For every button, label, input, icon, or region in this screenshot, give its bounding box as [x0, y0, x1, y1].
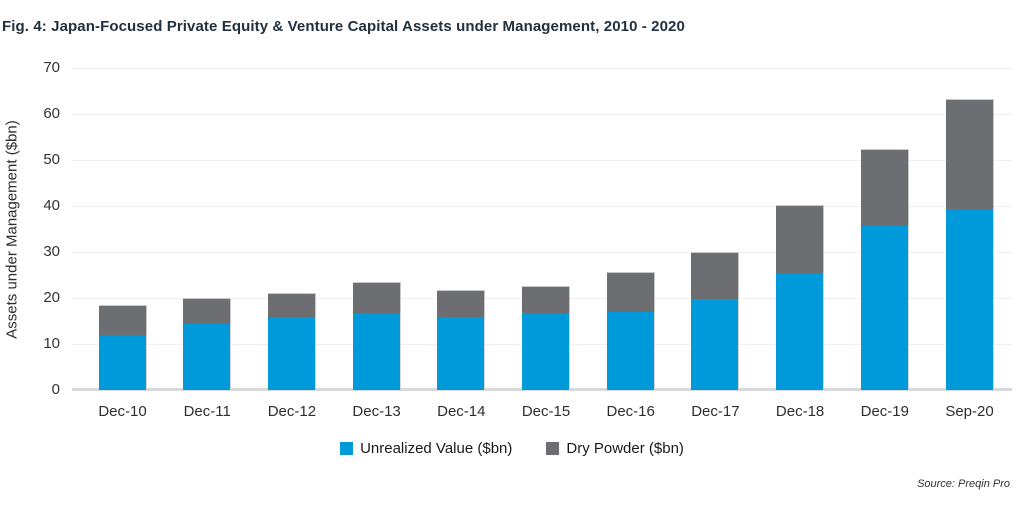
- legend-item-unrealized-value: Unrealized Value ($bn): [340, 440, 512, 457]
- bar-stack-dec-10: [98, 305, 147, 390]
- bar-segment-dec-11-unrealized-value: [183, 324, 232, 390]
- legend-label-dry-powder: Dry Powder ($bn): [566, 440, 684, 457]
- bar-segment-dec-18-dry-powder: [776, 204, 825, 273]
- y-tick-label-10: 10: [43, 335, 60, 352]
- y-tick-label-70: 70: [43, 59, 60, 76]
- source-note: Source: Preqin Pro: [917, 478, 1010, 490]
- bar-segment-dec-16-dry-powder: [606, 271, 655, 312]
- x-tick-label-dec-13: Dec-13: [352, 403, 401, 420]
- y-tick-label-40: 40: [43, 197, 60, 214]
- bar-stack-dec-18: [776, 204, 825, 390]
- gridline-70: [72, 68, 1012, 69]
- chart-legend: Unrealized Value ($bn) Dry Powder ($bn): [0, 440, 1024, 457]
- gridline-40: [72, 206, 1012, 207]
- bar-segment-dec-14-dry-powder: [437, 289, 486, 317]
- x-tick-label-dec-11: Dec-11: [183, 403, 231, 420]
- bar-stack-sep-20: [945, 99, 994, 390]
- bar-stack-dec-14: [437, 289, 486, 390]
- gridline-60: [72, 114, 1012, 115]
- bar-segment-dec-13-unrealized-value: [352, 313, 401, 390]
- bar-stack-dec-15: [522, 286, 570, 390]
- y-tick-label-50: 50: [43, 151, 60, 168]
- bar-segment-dec-10-unrealized-value: [98, 334, 147, 390]
- y-tick-label-0: 0: [51, 381, 60, 398]
- bar-stack-dec-17: [691, 252, 740, 390]
- bar-segment-dec-12-unrealized-value: [267, 316, 316, 390]
- x-tick-label-dec-10: Dec-10: [98, 403, 147, 420]
- bar-segment-dec-19-unrealized-value: [860, 225, 909, 390]
- x-tick-label-dec-18: Dec-18: [775, 403, 825, 420]
- y-tick-label-30: 30: [43, 243, 60, 260]
- x-tick-label-dec-17: Dec-17: [691, 403, 740, 420]
- y-axis-title: Assets under Management ($bn): [3, 120, 21, 339]
- chart-title: Fig. 4: Japan-Focused Private Equity & V…: [2, 18, 685, 35]
- bar-segment-dec-12-dry-powder: [267, 292, 316, 317]
- legend-swatch-gray-icon: [546, 442, 560, 455]
- bar-segment-dec-15-dry-powder: [522, 286, 570, 314]
- legend-item-dry-powder: Dry Powder ($bn): [546, 440, 684, 457]
- x-tick-label-dec-19: Dec-19: [860, 403, 909, 420]
- plot-area: [72, 68, 1012, 391]
- bar-stack-dec-12: [267, 292, 316, 390]
- bar-segment-dec-16-unrealized-value: [606, 311, 655, 390]
- bar-segment-dec-18-unrealized-value: [776, 272, 825, 390]
- legend-label-unrealized-value: Unrealized Value ($bn): [360, 440, 513, 457]
- gridline-30: [72, 252, 1012, 253]
- bar-stack-dec-11: [183, 298, 232, 390]
- bar-stack-dec-16: [606, 271, 655, 390]
- bar-segment-sep-20-dry-powder: [945, 99, 994, 209]
- bar-segment-sep-20-unrealized-value: [945, 208, 994, 390]
- bar-segment-dec-13-dry-powder: [352, 281, 401, 314]
- bar-stack-dec-19: [860, 148, 909, 390]
- bar-segment-dec-14-unrealized-value: [437, 316, 486, 390]
- bar-segment-dec-10-dry-powder: [98, 305, 147, 335]
- x-tick-label-dec-15: Dec-15: [521, 403, 571, 420]
- y-tick-label-60: 60: [43, 105, 60, 122]
- bar-segment-dec-17-dry-powder: [691, 252, 740, 299]
- bar-segment-dec-15-unrealized-value: [522, 313, 570, 390]
- gridline-50: [72, 160, 1012, 161]
- bar-segment-dec-19-dry-powder: [860, 148, 909, 226]
- x-tick-label-sep-20: Sep-20: [945, 403, 994, 420]
- x-tick-label-dec-14: Dec-14: [437, 403, 486, 420]
- x-tick-label-dec-12: Dec-12: [267, 403, 317, 420]
- y-tick-label-20: 20: [43, 289, 60, 306]
- legend-swatch-blue-icon: [340, 442, 354, 455]
- x-tick-label-dec-16: Dec-16: [606, 403, 655, 420]
- bar-stack-dec-13: [352, 281, 401, 390]
- bar-segment-dec-17-unrealized-value: [691, 298, 740, 390]
- bar-segment-dec-11-dry-powder: [183, 298, 232, 325]
